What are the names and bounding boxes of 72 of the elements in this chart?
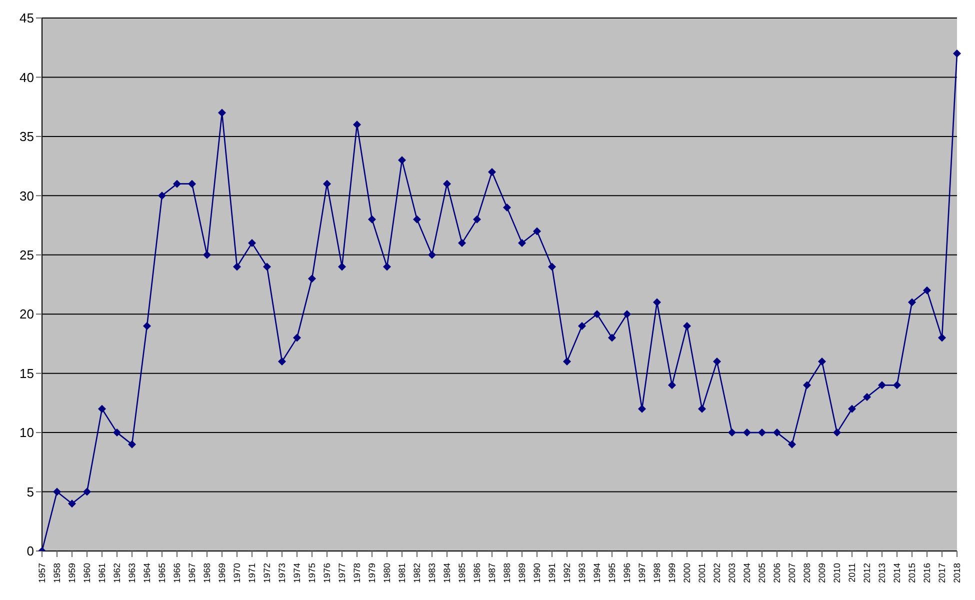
y-tick-label: 45 xyxy=(20,10,34,26)
x-tick-label: 2012 xyxy=(862,563,872,584)
y-tick-label: 20 xyxy=(20,306,34,322)
x-tick-label: 1996 xyxy=(622,563,632,584)
x-tick-label: 1999 xyxy=(667,563,677,584)
x-tick-label: 2002 xyxy=(712,563,722,584)
x-tick-label: 1963 xyxy=(127,563,137,584)
x-tick-label: 1959 xyxy=(67,563,77,584)
x-tick-label: 2016 xyxy=(922,563,932,584)
x-tick-label: 1997 xyxy=(637,563,647,584)
x-tick-label: 1985 xyxy=(457,563,467,584)
x-tick-label: 1969 xyxy=(217,563,227,584)
x-tick-label: 1991 xyxy=(547,563,557,584)
y-tick-label: 15 xyxy=(20,366,34,381)
x-tick-label: 1958 xyxy=(52,563,62,584)
x-tick-label: 1960 xyxy=(82,563,92,584)
x-tick-label: 1989 xyxy=(517,563,527,584)
x-tick-label: 1976 xyxy=(322,563,332,584)
x-tick-label: 1968 xyxy=(202,563,212,584)
x-tick-label: 1979 xyxy=(367,563,377,584)
x-tick-label: 1966 xyxy=(172,563,182,584)
x-tick-label: 1978 xyxy=(352,563,362,584)
x-tick-label: 1993 xyxy=(577,563,587,584)
x-tick-label: 2008 xyxy=(802,563,812,584)
x-tick-label: 1962 xyxy=(112,563,122,584)
x-tick-label: 1973 xyxy=(277,563,287,584)
x-tick-label: 1977 xyxy=(337,563,347,584)
x-tick-label: 1967 xyxy=(187,563,197,584)
x-tick-label: 1995 xyxy=(607,563,617,584)
x-tick-label: 1983 xyxy=(427,563,437,584)
x-tick-label: 1971 xyxy=(247,563,257,584)
y-tick-label: 30 xyxy=(20,188,34,204)
x-tick-label: 2004 xyxy=(742,563,752,584)
x-tick-label: 2014 xyxy=(892,563,902,584)
x-tick-label: 2018 xyxy=(952,563,962,584)
y-tick-label: 10 xyxy=(20,425,34,440)
x-tick-label: 1975 xyxy=(307,563,317,584)
x-tick-label: 2006 xyxy=(772,563,782,584)
x-tick-label: 2009 xyxy=(817,563,827,584)
x-tick-label: 2001 xyxy=(697,563,707,584)
x-tick-label: 1986 xyxy=(472,563,482,584)
y-tick-label: 0 xyxy=(26,544,34,559)
x-tick-label: 1998 xyxy=(652,563,662,584)
x-tick-label: 2017 xyxy=(937,563,947,584)
x-tick-label: 1964 xyxy=(142,563,152,584)
x-tick-label: 1990 xyxy=(532,563,542,584)
y-tick-label: 40 xyxy=(20,70,34,85)
x-tick-label: 1980 xyxy=(382,563,392,584)
x-tick-label: 2010 xyxy=(832,563,842,584)
x-tick-label: 1965 xyxy=(157,563,167,584)
y-tick-label: 35 xyxy=(20,129,34,144)
x-tick-label: 2013 xyxy=(877,563,887,584)
x-tick-label: 1974 xyxy=(292,563,302,584)
y-tick-label: 25 xyxy=(20,248,34,263)
x-tick-label: 2003 xyxy=(727,563,737,584)
y-tick-label: 5 xyxy=(26,484,34,500)
x-tick-label: 1988 xyxy=(502,563,512,584)
x-tick-label: 1961 xyxy=(97,563,107,584)
x-tick-label: 2000 xyxy=(682,563,692,584)
x-tick-label: 1987 xyxy=(487,563,497,584)
x-tick-label: 1981 xyxy=(397,563,407,584)
x-tick-label: 1972 xyxy=(262,563,272,584)
x-tick-label: 2005 xyxy=(757,563,767,584)
x-tick-label: 1984 xyxy=(442,563,452,584)
x-tick-label: 2007 xyxy=(787,563,797,584)
x-tick-label: 1982 xyxy=(412,563,422,584)
x-tick-label: 1992 xyxy=(562,563,572,584)
x-tick-label: 1994 xyxy=(592,563,602,584)
x-tick-label: 2011 xyxy=(847,563,857,582)
x-tick-label: 2015 xyxy=(907,563,917,584)
x-tick-label: 1970 xyxy=(232,563,242,584)
x-tick-label: 1957 xyxy=(37,563,47,584)
